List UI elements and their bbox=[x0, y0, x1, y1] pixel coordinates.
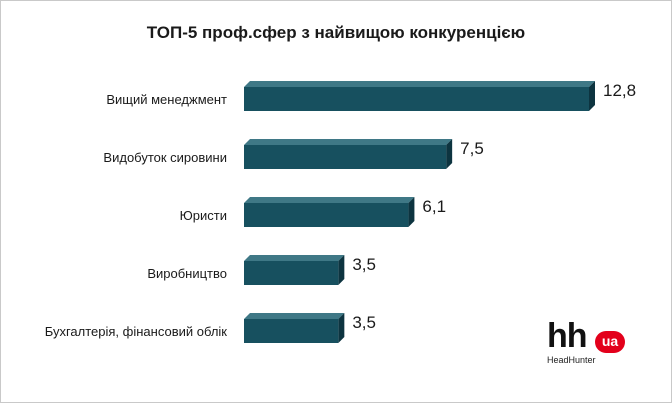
bar-side-face bbox=[338, 255, 345, 285]
bar-group bbox=[244, 313, 345, 343]
headhunter-logo: hh ua HeadHunter bbox=[547, 319, 637, 369]
bar-group bbox=[244, 255, 345, 285]
value-label: 3,5 bbox=[352, 255, 376, 274]
bar-top-face bbox=[244, 255, 345, 261]
bar-group bbox=[244, 81, 595, 111]
category-label: Вищий менеджмент bbox=[106, 92, 227, 107]
bar bbox=[244, 319, 339, 343]
bar-top-face bbox=[244, 81, 595, 87]
bar-side-face bbox=[446, 139, 453, 169]
bar-side-face bbox=[408, 197, 415, 227]
category-label: Юристи bbox=[180, 208, 227, 223]
bar-top-face bbox=[244, 139, 453, 145]
value-label: 6,1 bbox=[422, 197, 446, 216]
bar-side-face bbox=[338, 313, 345, 343]
value-label: 7,5 bbox=[460, 139, 484, 158]
bar-top-face bbox=[244, 197, 415, 203]
value-label: 3,5 bbox=[352, 313, 376, 332]
logo-brand-text: hh bbox=[547, 317, 588, 355]
logo-subtitle: HeadHunter bbox=[547, 355, 596, 365]
bar bbox=[244, 87, 589, 111]
bar bbox=[244, 145, 447, 169]
chart-title: ТОП-5 проф.сфер з найвищою конкуренцією bbox=[146, 23, 526, 42]
logo-badge: ua bbox=[595, 331, 625, 353]
category-label: Видобуток сировини bbox=[103, 150, 227, 165]
bar-group bbox=[244, 197, 415, 227]
bar bbox=[244, 261, 339, 285]
category-label: Бухгалтерія, фінансовий облік bbox=[45, 324, 228, 339]
bar bbox=[244, 203, 409, 227]
category-label: Виробництво bbox=[147, 266, 227, 281]
bar-side-face bbox=[589, 81, 595, 111]
value-label: 12,8 bbox=[603, 81, 636, 100]
bar-group bbox=[244, 139, 453, 169]
bar-top-face bbox=[244, 313, 345, 319]
